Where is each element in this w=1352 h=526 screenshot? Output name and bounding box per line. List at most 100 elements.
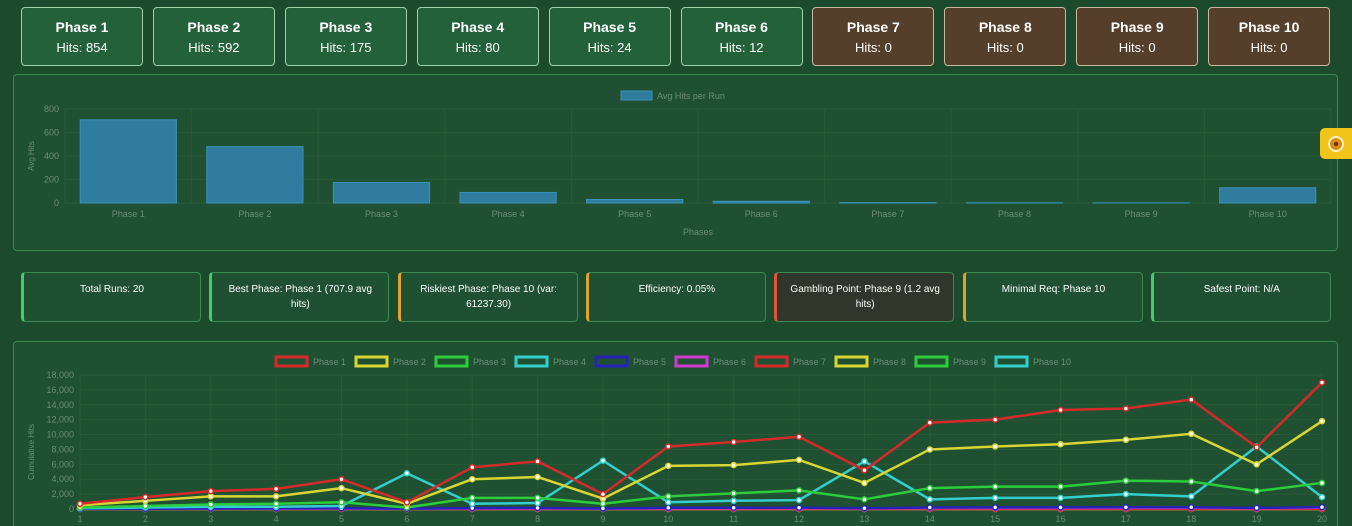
data-point	[1188, 493, 1195, 500]
phase-card[interactable]: Phase 2 Hits: 592	[152, 7, 275, 66]
x-tick-label: Phase 6	[745, 209, 778, 219]
legend-label: Phase 3	[473, 357, 506, 367]
sun-badge-icon	[1328, 136, 1344, 152]
cumulative-hits-line-chart: Phase 1 Phase 2 Phase 3 Phase 4 Phase 5 Phase…	[13, 341, 1338, 526]
data-point	[468, 475, 476, 483]
data-point	[926, 484, 934, 492]
x-tick-label: 12	[794, 514, 804, 524]
x-tick-label: 17	[1121, 514, 1131, 524]
y-tick-label: 6,000	[51, 459, 74, 469]
data-point	[665, 504, 672, 512]
data-point	[272, 493, 280, 500]
x-tick-label: 3	[208, 514, 213, 524]
series-line	[79, 505, 1323, 511]
phase-hits: Hits: 0	[1118, 40, 1156, 55]
data-point	[1318, 379, 1326, 386]
data-point	[1253, 504, 1260, 512]
x-tick-label: Phase 1	[112, 209, 145, 219]
phase-name: Phase 6	[715, 19, 768, 35]
y-axis-title: Avg Hits	[27, 141, 36, 171]
side-tab-button[interactable]	[1320, 128, 1352, 159]
legend-swatch	[274, 355, 309, 368]
phase-card[interactable]: Phase 4 Hits: 80	[416, 7, 539, 66]
data-point	[1057, 504, 1064, 511]
phase-card[interactable]: Phase 9 Hits: 0	[1076, 7, 1199, 66]
data-point	[926, 446, 934, 453]
data-point	[730, 461, 737, 469]
data-point	[338, 475, 345, 483]
x-tick-label: Phase 10	[1249, 209, 1287, 219]
series-line	[79, 479, 1323, 509]
series-line	[79, 420, 1323, 507]
phase-hits: Hits: 175	[320, 40, 372, 55]
data-point	[272, 500, 280, 508]
data-point	[599, 490, 607, 498]
data-point	[665, 443, 672, 450]
legend-label: Phase 10	[1033, 357, 1071, 367]
x-tick-label: 9	[600, 514, 605, 524]
legend-label: Phase 7	[793, 357, 826, 367]
phase-hits: Hits: 0	[854, 40, 892, 55]
legend-swatch	[434, 355, 469, 368]
y-tick-label: 18,000	[46, 370, 74, 380]
bar	[79, 119, 177, 204]
data-point	[272, 485, 280, 493]
data-point	[403, 470, 411, 477]
x-tick-label: 15	[990, 514, 1000, 524]
phase-name: Phase 9	[1110, 19, 1164, 35]
data-point	[1253, 461, 1260, 468]
bar	[586, 198, 684, 204]
data-point	[861, 458, 868, 465]
data-point	[991, 504, 999, 511]
data-point	[730, 497, 737, 505]
phase-card[interactable]: Phase 10 Hits: 0	[1208, 7, 1331, 66]
data-point	[468, 494, 476, 502]
phase-card[interactable]: Phase 3 Hits: 175	[284, 7, 407, 66]
phase-name: Phase 7	[846, 19, 900, 35]
y-tick-label: 14,000	[46, 400, 74, 410]
phase-name: Phase 2	[187, 19, 241, 35]
x-tick-label: 2	[143, 514, 148, 524]
stat-card: Total Runs: 20	[21, 272, 201, 322]
phase-hits: Hits: 854	[56, 40, 108, 55]
legend-label: Phase 2	[393, 357, 426, 367]
x-tick-label: Phase 8	[998, 209, 1031, 219]
legend-label: Avg Hits per Run	[657, 91, 725, 101]
legend-swatch	[834, 355, 869, 368]
x-tick-label: 18	[1186, 514, 1196, 524]
phase-card[interactable]: Phase 5 Hits: 24	[548, 7, 671, 66]
y-tick-label: 8,000	[51, 444, 74, 454]
stats-row: Total Runs: 20 Best Phase: Phase 1 (707.9…	[21, 272, 1331, 322]
phase-card[interactable]: Phase 1 Hits: 854	[21, 7, 143, 66]
data-point	[861, 505, 868, 512]
y-axis-title: Cumulative Hits	[27, 424, 36, 480]
y-tick-label: 0	[69, 504, 74, 514]
x-axis-title: Phases	[683, 227, 714, 237]
x-tick-label: Phase 4	[492, 209, 525, 219]
data-point	[1188, 430, 1195, 438]
data-point	[1188, 396, 1195, 403]
phase-card[interactable]: Phase 6 Hits: 12	[680, 7, 803, 66]
x-tick-label: 7	[470, 514, 475, 524]
y-tick-label: 600	[44, 128, 59, 138]
data-point	[926, 496, 934, 503]
data-point	[76, 500, 84, 508]
stat-card: Riskiest Phase: Phase 10 (var: 61237.30)	[397, 272, 578, 322]
data-point	[795, 487, 803, 494]
phase-name: Phase 1	[55, 19, 109, 35]
legend-label: Phase 6	[713, 357, 746, 367]
y-tick-label: 200	[44, 175, 59, 185]
data-point	[991, 416, 999, 423]
data-point	[1318, 417, 1326, 425]
data-point	[534, 494, 541, 502]
y-tick-label: 16,000	[46, 385, 74, 395]
phase-card[interactable]: Phase 7 Hits: 0	[812, 7, 935, 66]
data-point	[991, 483, 999, 490]
phase-card[interactable]: Phase 8 Hits: 0	[944, 7, 1067, 66]
x-tick-label: 16	[1056, 514, 1066, 524]
data-point	[1057, 494, 1064, 502]
y-tick-label: 4,000	[51, 474, 74, 484]
legend-swatch	[514, 355, 549, 368]
data-point	[1057, 406, 1064, 414]
legend-swatch	[674, 355, 709, 368]
